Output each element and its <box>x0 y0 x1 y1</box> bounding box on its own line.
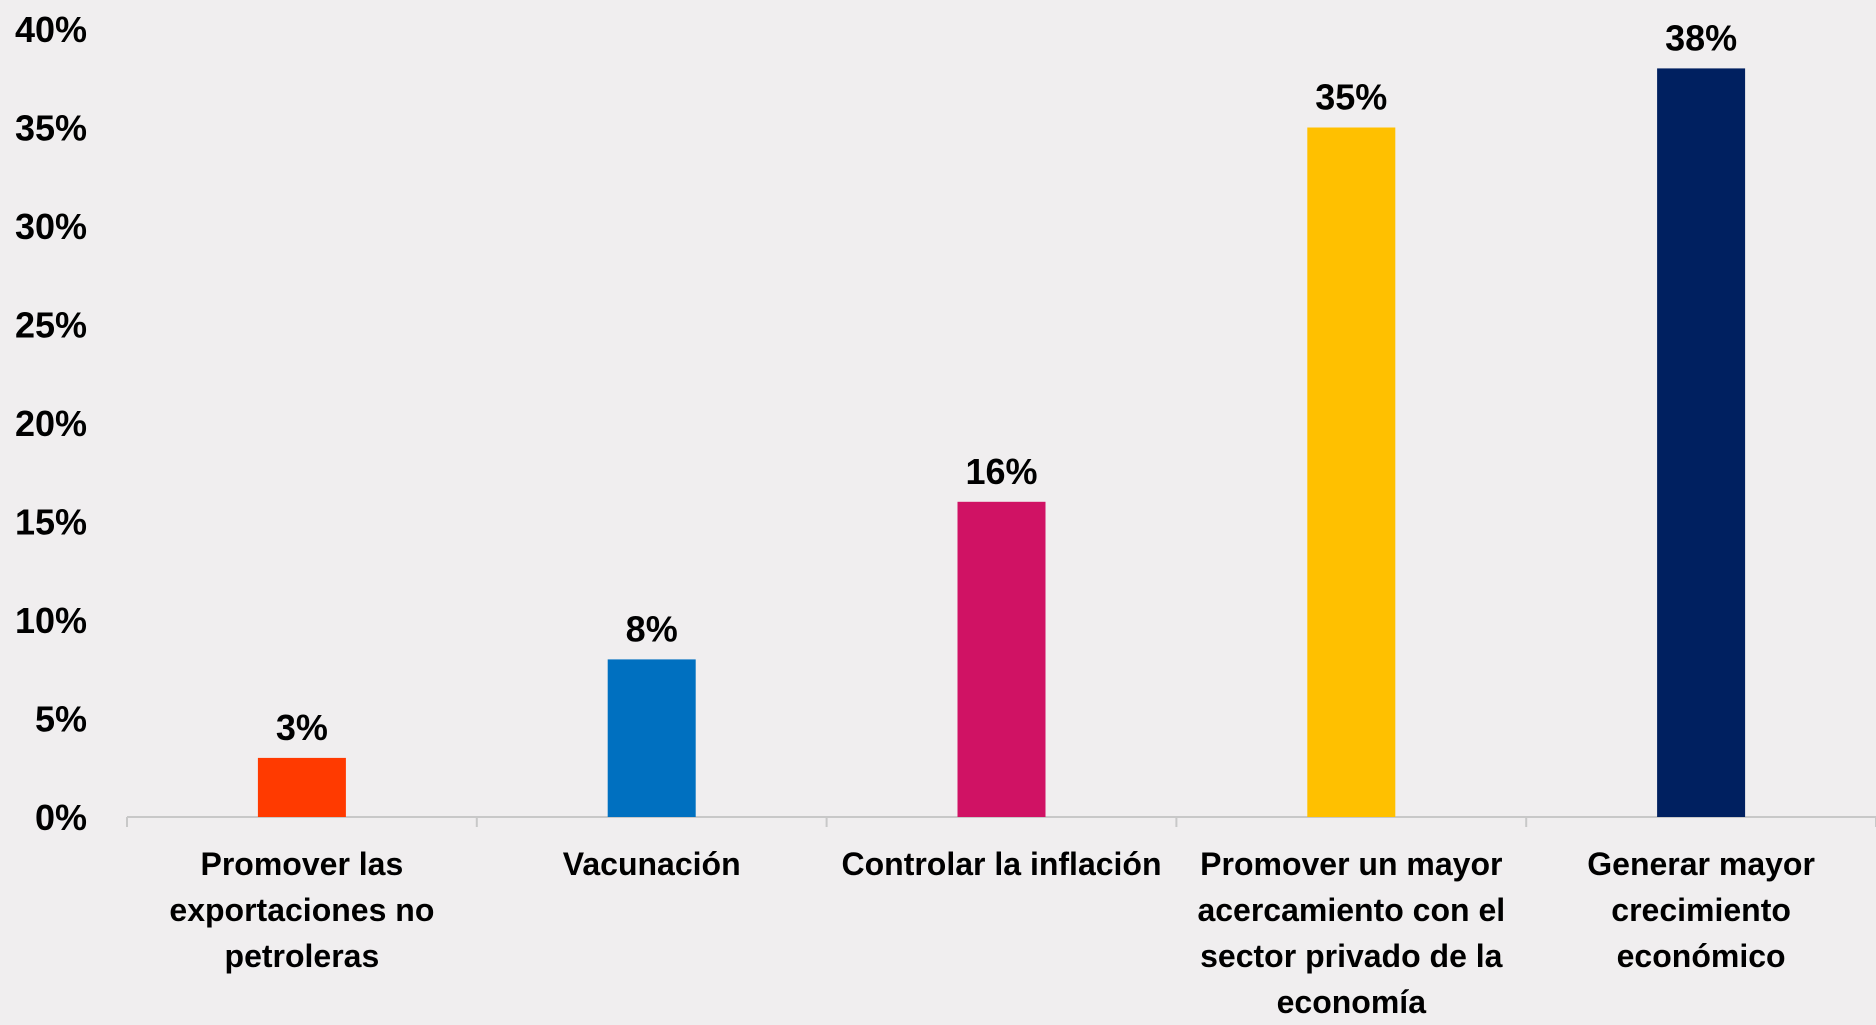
data-label: 38% <box>1665 17 1737 58</box>
x-axis <box>126 816 1876 827</box>
data-label: 35% <box>1315 77 1387 118</box>
x-tick-label: Promover un mayor acercamiento con el se… <box>1197 846 1506 1020</box>
data-label: 16% <box>965 451 1037 492</box>
y-tick-label: 40% <box>15 9 87 50</box>
data-label: 8% <box>626 608 678 649</box>
bar <box>1307 127 1396 817</box>
y-tick-label: 25% <box>15 305 87 346</box>
bar <box>1657 68 1746 817</box>
x-tick-label: Vacunación <box>562 846 741 882</box>
y-tick-label: 20% <box>15 403 87 444</box>
y-tick-label: 30% <box>15 206 87 247</box>
y-tick-label: 5% <box>35 699 87 740</box>
data-label: 3% <box>276 707 328 748</box>
bar <box>607 659 696 817</box>
y-axis: 0% 5% 10% 15% 20% 25% 30% 35% 40% <box>15 9 87 838</box>
y-tick-label: 35% <box>15 108 87 149</box>
y-tick-label: 15% <box>15 502 87 543</box>
x-tick-label: Controlar la inflación <box>841 846 1162 882</box>
y-tick-label: 10% <box>15 600 87 641</box>
y-tick-label: 0% <box>35 797 87 838</box>
bars <box>257 68 1746 817</box>
x-tick-label: Promover las exportaciones no petroleras <box>169 846 435 974</box>
bar <box>257 757 346 817</box>
data-labels: 3% 8% 16% 35% 38% <box>276 17 1737 748</box>
bar <box>957 501 1046 817</box>
x-tick-label: Generar mayor crecimiento económico <box>1587 846 1815 974</box>
